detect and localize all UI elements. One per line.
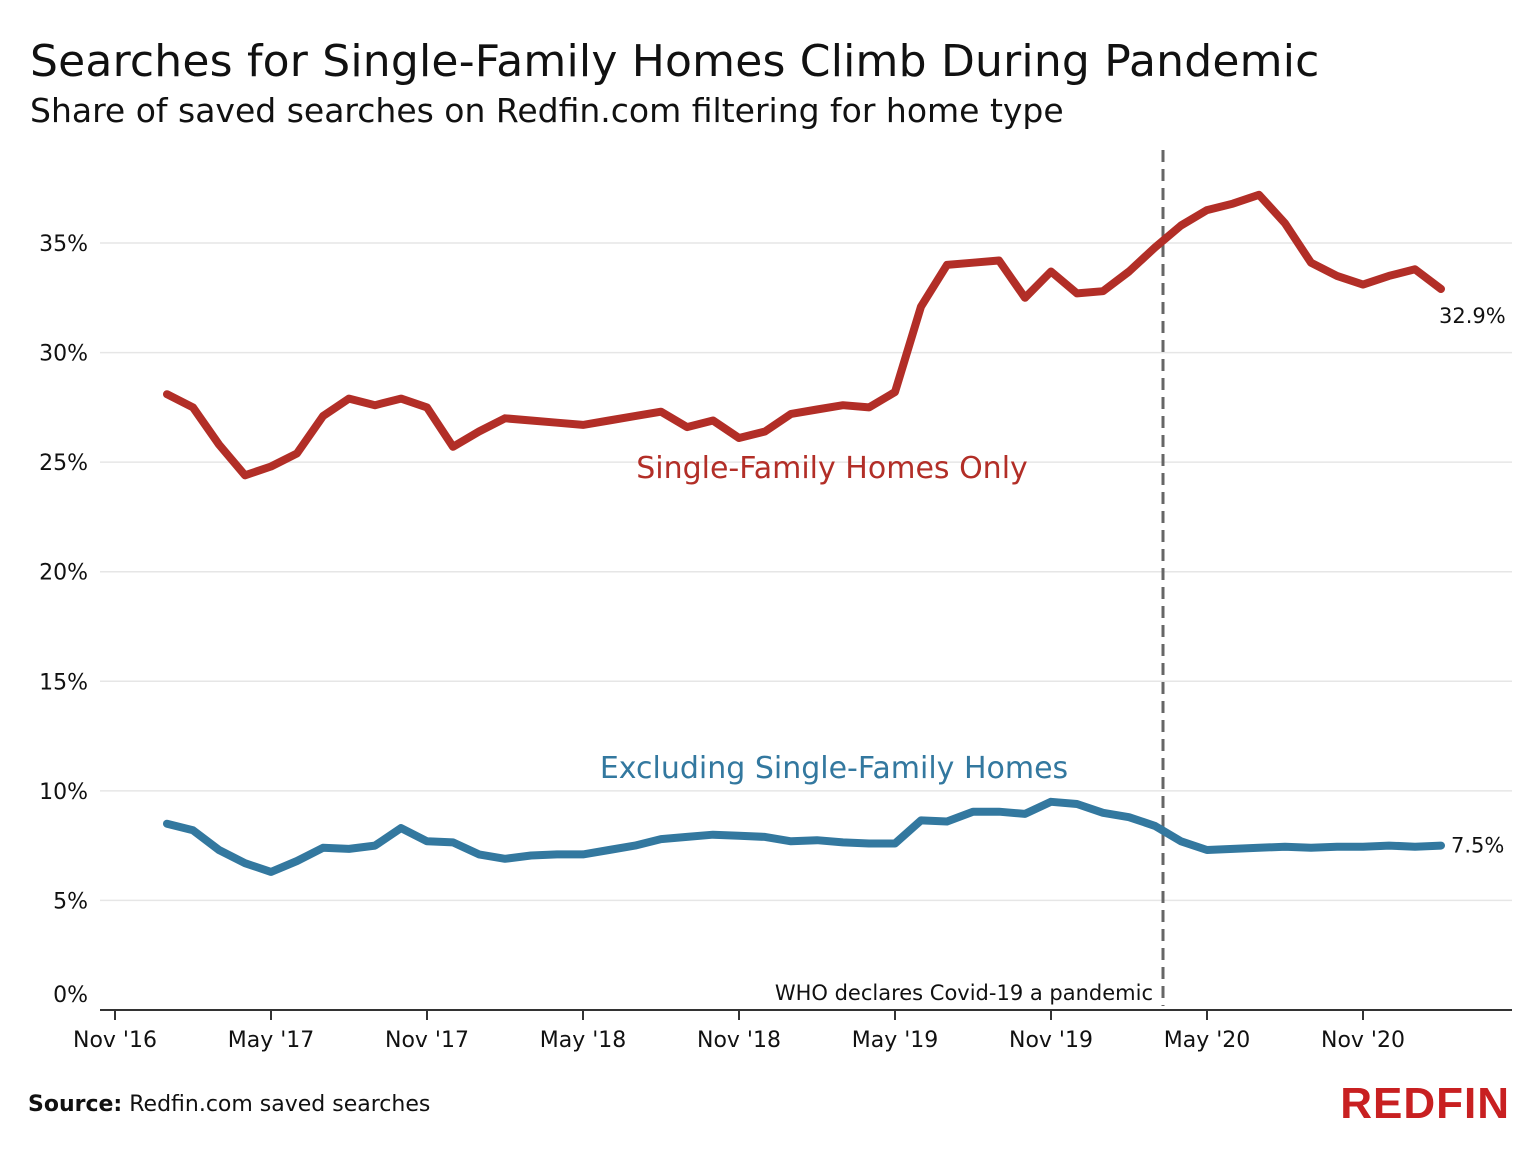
y-tick-label: 15% — [39, 670, 88, 695]
chart-subtitle: Share of saved searches on Redfin.com fi… — [30, 91, 1064, 130]
series-name-label: Single-Family Homes Only — [636, 451, 1028, 486]
series-labels: Single-Family Homes Only 32.9% Excluding S… — [600, 304, 1506, 858]
series-line-excluding-single-family — [163, 797, 1445, 876]
y-tick-label: 35% — [39, 232, 88, 257]
y-tick-label: 10% — [39, 780, 88, 805]
x-axis: Nov '16 May '17 Nov '17 May '18 Nov '18 May '… — [73, 1009, 1512, 1053]
x-tick-label: Nov '18 — [697, 1028, 781, 1053]
x-tick-label: Nov '17 — [385, 1028, 469, 1053]
x-tick-label: May '19 — [852, 1028, 939, 1053]
y-axis-tick-labels: 0% 5% 10% 15% 20% 25% 30% 35% — [39, 232, 88, 1008]
redfin-logo: REDFIN — [1340, 1079, 1510, 1128]
pandemic-annotation: WHO declares Covid-19 a pandemic — [775, 981, 1153, 1005]
x-tick-label: May '18 — [540, 1028, 627, 1053]
x-tick-label: May '17 — [228, 1028, 315, 1053]
x-tick-label: Nov '20 — [1321, 1028, 1405, 1053]
series-end-value-label: 32.9% — [1439, 304, 1506, 328]
series-name-label: Excluding Single-Family Homes — [600, 751, 1068, 786]
source-text: Redfin.com saved searches — [129, 1092, 431, 1117]
series-lines — [163, 190, 1445, 876]
x-tick-label: Nov '16 — [73, 1028, 157, 1053]
y-tick-label: 20% — [39, 561, 88, 586]
pandemic-marker: WHO declares Covid-19 a pandemic — [775, 150, 1165, 1006]
series-end-value-label: 7.5% — [1451, 834, 1504, 858]
y-tick-label: 30% — [39, 342, 88, 367]
y-tick-label: 25% — [39, 451, 88, 476]
x-tick-label: May '20 — [1164, 1028, 1251, 1053]
y-tick-label: 5% — [53, 889, 88, 914]
chart-title: Searches for Single-Family Homes Climb D… — [30, 36, 1320, 87]
source-note: Source: Redfin.com saved searches — [28, 1090, 430, 1120]
gridlines — [100, 242, 1512, 902]
y-tick-label: 0% — [53, 983, 88, 1008]
series-line-single-family — [163, 190, 1445, 480]
source-label: Source: — [28, 1092, 123, 1117]
x-tick-label: Nov '19 — [1009, 1028, 1093, 1053]
